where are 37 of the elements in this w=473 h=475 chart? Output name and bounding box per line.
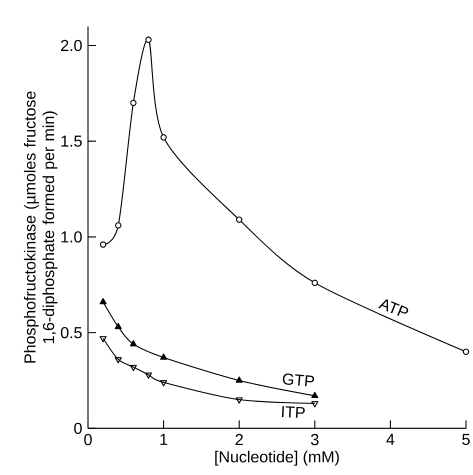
x-tick-label: 3	[310, 434, 319, 446]
point	[236, 376, 243, 383]
x-tick-label: 2	[236, 434, 243, 446]
point	[160, 134, 167, 141]
point	[145, 36, 152, 43]
x-tick-label: 5	[462, 434, 470, 446]
text: ATP	[378, 299, 408, 316]
point	[312, 280, 318, 286]
point	[462, 348, 470, 355]
point	[114, 322, 122, 330]
x-axis-title: [Nucleotide] (mM)	[215, 450, 339, 466]
x-tick-label: 4	[386, 434, 394, 445]
y-tick-label: 1.0	[61, 231, 82, 243]
y-tick-label: 0	[74, 422, 82, 434]
x-tick-label: 1	[160, 434, 168, 445]
point	[100, 241, 106, 248]
point	[311, 401, 318, 408]
y-tick-label: 2.0	[61, 40, 82, 52]
series-label: GTP	[282, 374, 314, 386]
series-label: ITP	[282, 406, 305, 418]
point	[130, 364, 137, 372]
point	[236, 397, 243, 404]
point	[130, 100, 137, 106]
point	[236, 216, 242, 223]
point	[160, 354, 168, 360]
x-tick-label: 0	[84, 434, 92, 446]
point	[100, 298, 107, 304]
y-tick-label: 1.5	[61, 136, 82, 147]
point	[115, 222, 122, 229]
point	[114, 357, 122, 364]
point	[311, 392, 318, 398]
point	[160, 380, 168, 386]
point	[144, 372, 152, 379]
y-tick-label: 0.5	[60, 326, 82, 338]
point	[100, 336, 107, 342]
y-axis-title: Phosphofructokinase (µmoles fructose 1,6-diphosphate formed per min)	[24, 91, 58, 363]
point	[130, 340, 137, 346]
